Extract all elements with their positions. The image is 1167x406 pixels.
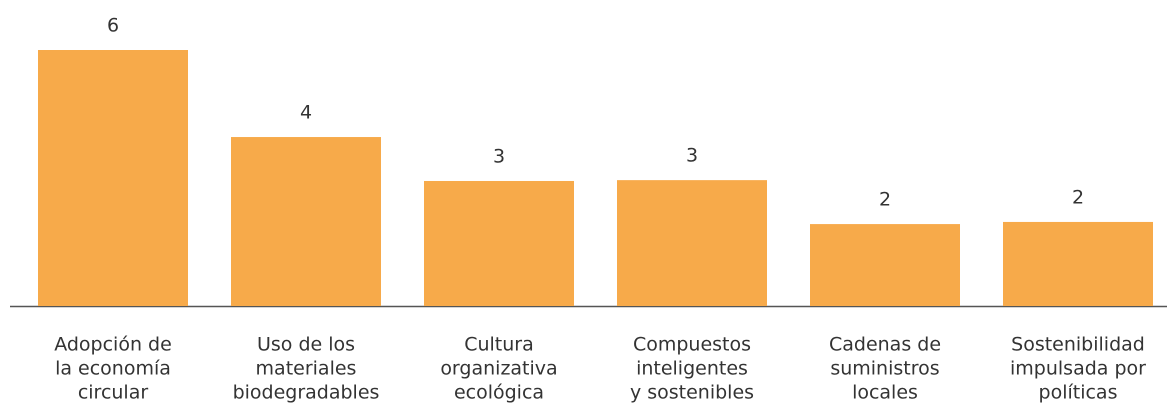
value-label: 2 — [1072, 186, 1084, 208]
bar — [810, 224, 960, 306]
x-tick-label: políticas — [1039, 382, 1118, 404]
x-tick-label: impulsada por — [1010, 358, 1146, 380]
value-label: 6 — [107, 15, 119, 37]
bar — [424, 180, 574, 306]
x-tick-label: ecológica — [454, 382, 544, 404]
x-tick-label: Sostenibilidad — [1011, 334, 1145, 356]
x-tick-label: locales — [852, 382, 918, 404]
x-tick-label: Compuestos — [633, 334, 751, 356]
x-tick-label: biodegradables — [233, 382, 380, 404]
x-tick-label: organizativa — [440, 358, 557, 380]
value-label: 4 — [300, 102, 312, 124]
x-tick-label: Uso de los — [257, 334, 355, 356]
bar — [231, 137, 381, 306]
bar — [1003, 221, 1153, 306]
x-tick-label: Cadenas de — [829, 334, 941, 356]
x-tick-label: suministros — [830, 358, 939, 380]
x-tick-label: circular — [78, 382, 149, 404]
value-label: 3 — [493, 145, 505, 167]
bar — [38, 50, 188, 306]
x-tick-label: materiales — [256, 358, 357, 380]
x-tick-label: Adopción de — [54, 334, 172, 356]
x-tick-label: Cultura — [464, 334, 534, 356]
value-label: 3 — [686, 145, 698, 167]
x-tick-label: la economía — [55, 358, 171, 380]
x-tick-label: inteligentes — [636, 358, 748, 380]
value-label: 2 — [879, 189, 891, 211]
x-tick-label: y sostenibles — [630, 382, 754, 404]
bar — [617, 180, 767, 306]
